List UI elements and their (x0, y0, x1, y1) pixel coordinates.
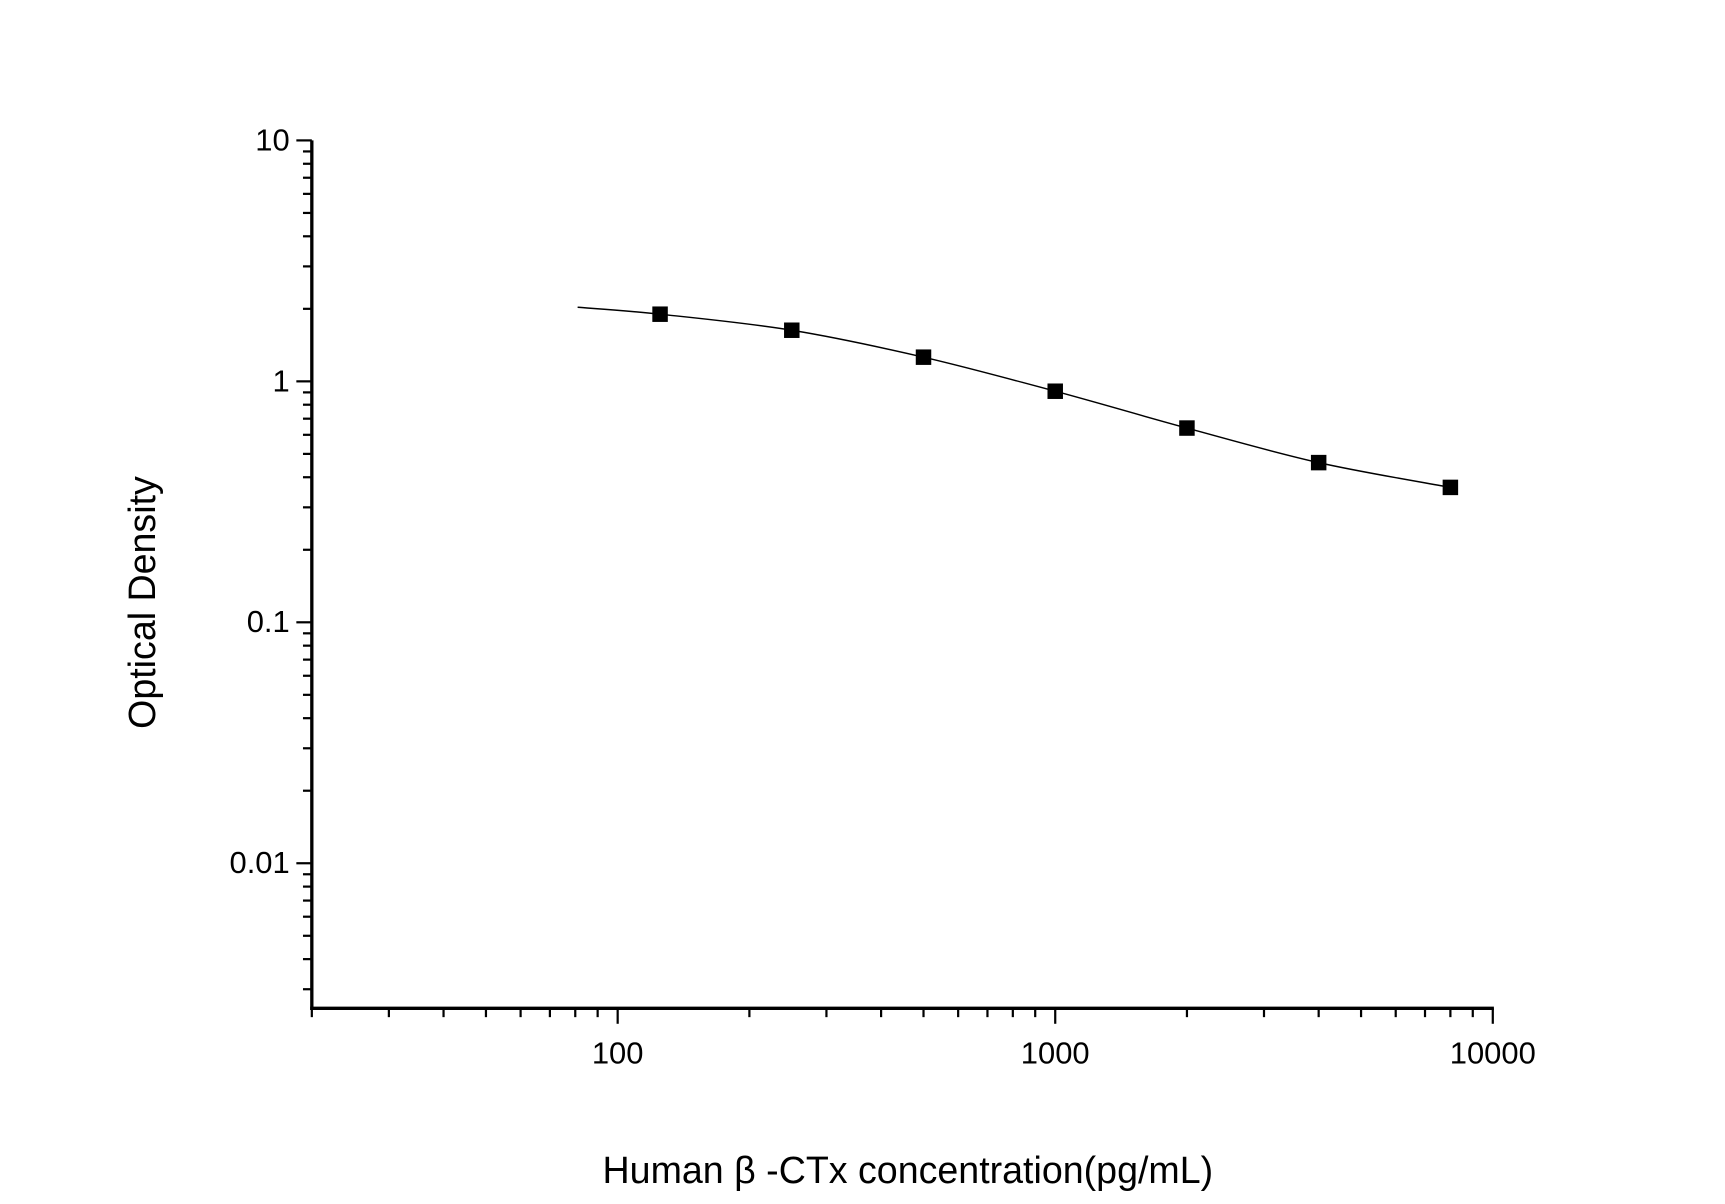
tick-labels: 100 1000 10000 10 1 0.1 0.01 (229, 122, 1535, 1070)
x-tick-label: 1000 (1021, 1036, 1090, 1071)
data-point (1442, 479, 1459, 496)
data-point (1047, 383, 1063, 399)
data-point (1179, 420, 1195, 436)
data-point (1310, 454, 1327, 471)
y-tick-label: 0.01 (229, 845, 289, 880)
y-tick-label: 1 (272, 363, 289, 398)
y-tick-label: 10 (255, 122, 289, 157)
data-points (652, 306, 1459, 496)
fit-curve (577, 306, 1451, 489)
y-axis-label: Optical Density (121, 476, 163, 729)
x-axis-label: Human β -CTx concentration(pg/mL) (603, 1149, 1214, 1191)
data-point (915, 349, 932, 365)
x-tick-label: 100 (592, 1036, 644, 1071)
y-tick-label: 0.1 (247, 604, 290, 639)
x-tick-label: 10000 (1450, 1036, 1536, 1071)
data-point (784, 322, 800, 338)
data-point (652, 306, 668, 322)
axes (296, 139, 1494, 1024)
